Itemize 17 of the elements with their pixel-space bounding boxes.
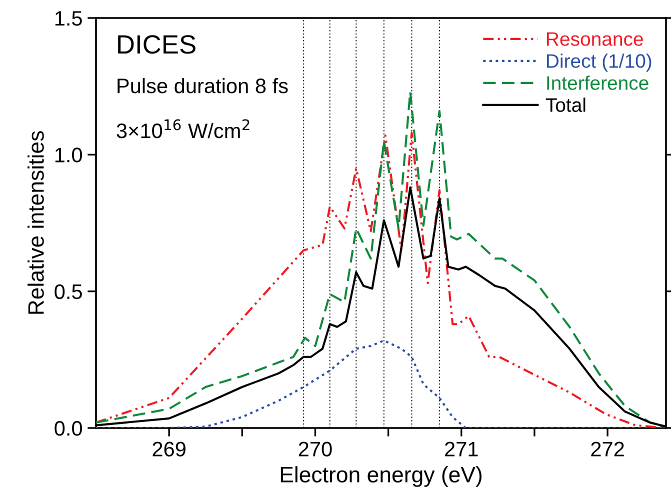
x-tick-label: 269 (152, 442, 186, 456)
y-tick-label: 1.5 (55, 11, 82, 26)
legend-label: Direct (1/10) (547, 54, 652, 72)
annotation: Pulse duration 8 fs (118, 78, 288, 94)
legend-label: Resonance (547, 32, 643, 46)
x-tick-label: 270 (298, 442, 332, 456)
x-tick-label: 271 (445, 442, 478, 456)
legend-label: Total (546, 98, 586, 112)
annotation: DICES (118, 35, 196, 54)
x-axis-title: Electron energy (eV) (280, 466, 482, 487)
x-tick-label: 272 (591, 442, 624, 456)
y-tick-label: 0.0 (54, 421, 82, 436)
y-tick-label: 1.0 (55, 148, 82, 162)
y-tick-label: 0.5 (54, 284, 82, 300)
legend-label: Interference (547, 76, 648, 90)
y-axis-title: Relative intensities (28, 131, 44, 314)
annotation: 3×10$^{16}$ W/cm$^{2}$ (116, 119, 250, 138)
